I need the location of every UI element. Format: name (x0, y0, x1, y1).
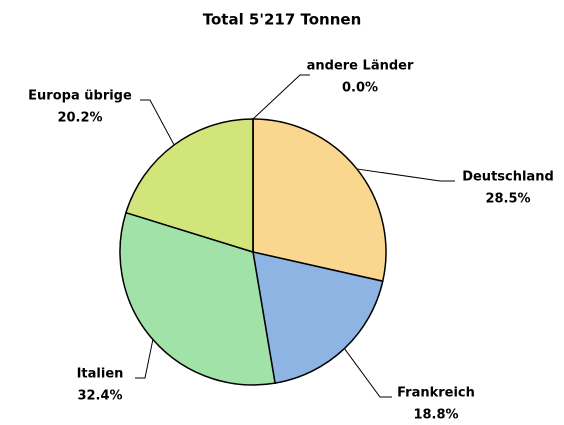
pie-slice (125, 118, 254, 254)
category-label: Deutschland (462, 170, 554, 185)
value-label: 20.2% (57, 111, 102, 126)
category-label: Italien (77, 367, 124, 382)
value-label: 28.5% (485, 192, 530, 207)
pie-slice (252, 118, 387, 283)
leader-line (140, 99, 175, 146)
chart-title: Total 5'217 Tonnen (203, 11, 362, 29)
category-label: Europa übrige (28, 89, 132, 104)
leader-line (252, 74, 310, 120)
pie-slice (252, 251, 384, 385)
leader-line (135, 339, 154, 379)
value-label: 32.4% (77, 389, 122, 404)
pie-slice (119, 211, 276, 386)
value-label: 0.0% (342, 81, 378, 96)
leader-line (344, 348, 392, 398)
value-label: 18.8% (413, 408, 458, 422)
leader-line (356, 168, 455, 182)
category-label: Frankreich (397, 386, 475, 401)
category-label: andere Länder (307, 59, 414, 74)
